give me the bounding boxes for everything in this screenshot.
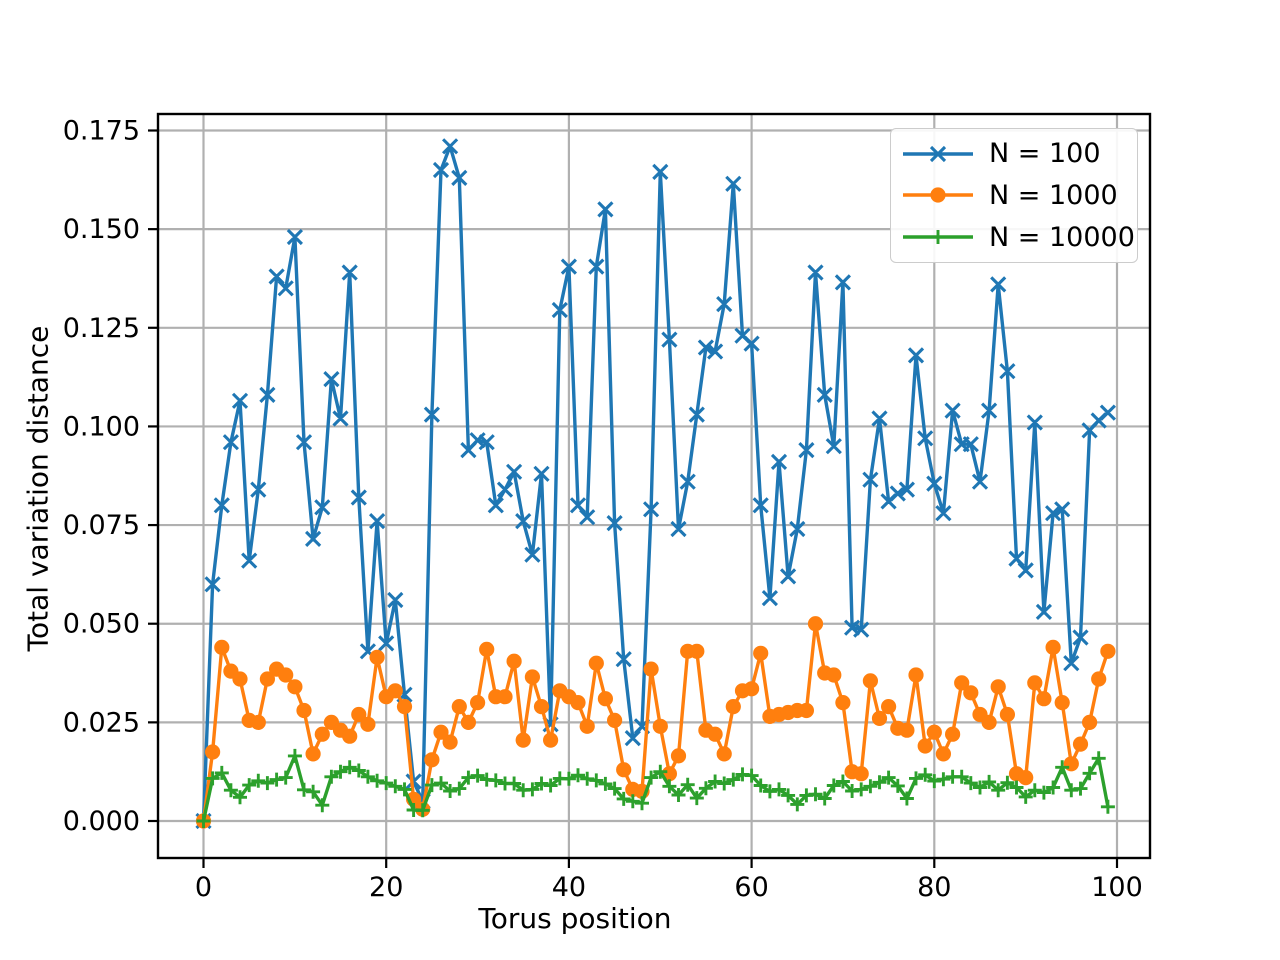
x-tick-label: 100 bbox=[1091, 872, 1143, 903]
tick-marks bbox=[148, 129, 1119, 868]
legend-item-n100: N = 100 bbox=[899, 134, 1137, 174]
y-tick-label: 0.150 bbox=[63, 214, 140, 245]
legend-label: N = 10000 bbox=[989, 221, 1135, 253]
series-N=10000 bbox=[196, 748, 1115, 828]
x-tick-label: 60 bbox=[734, 872, 768, 903]
x-tick-label: 20 bbox=[369, 872, 403, 903]
legend-label: N = 1000 bbox=[989, 179, 1118, 211]
legend-sample-line-x-marker-icon bbox=[903, 145, 973, 162]
y-tick-label: 0.175 bbox=[63, 116, 140, 147]
legend-sample-line-circle-marker-icon bbox=[903, 187, 973, 204]
legend-sample-line-plus-marker-icon bbox=[903, 230, 973, 245]
axes-spines bbox=[156, 112, 1152, 860]
x-tick-label: 0 bbox=[195, 872, 212, 903]
x-axis-title: Torus position bbox=[478, 902, 672, 935]
y-axis-title: Total variation distance bbox=[21, 325, 55, 652]
legend: N = 100 N = 1000 N = 10000 bbox=[890, 128, 1138, 263]
x-tick-label: 80 bbox=[917, 872, 951, 903]
y-tick-label: 0.050 bbox=[63, 609, 140, 640]
series-N=1000 bbox=[195, 616, 1116, 829]
series-N=100 bbox=[195, 138, 1116, 830]
y-tick-label: 0.100 bbox=[63, 411, 140, 442]
legend-item-n1000: N = 1000 bbox=[899, 175, 1137, 215]
legend-item-n10000: N = 10000 bbox=[899, 217, 1137, 257]
x-tick-label: 40 bbox=[552, 872, 586, 903]
legend-label: N = 100 bbox=[989, 138, 1101, 170]
y-tick-label: 0.125 bbox=[63, 313, 140, 344]
y-tick-label: 0.075 bbox=[63, 510, 140, 541]
y-tick-label: 0.025 bbox=[63, 707, 140, 738]
y-tick-label: 0.000 bbox=[63, 806, 140, 837]
tick-labels: 0 20 40 60 80 100 0.000 0.025 0.050 0.075 0.100 0.1… bbox=[63, 116, 1143, 903]
